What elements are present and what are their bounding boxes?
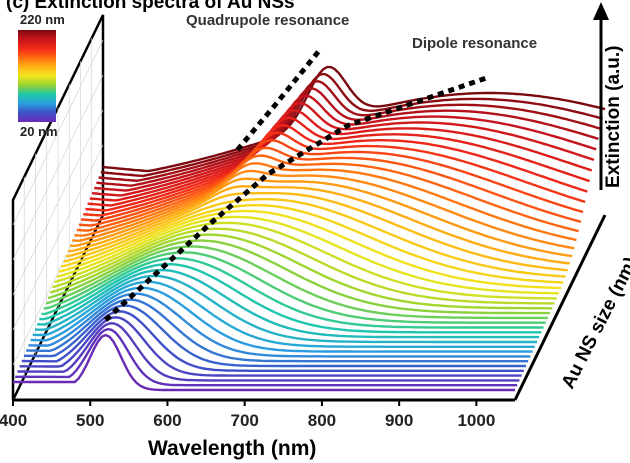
- spectrum-line: [91, 101, 595, 197]
- grid-line: [12, 179, 104, 366]
- spectrum-line: [28, 292, 531, 358]
- spectrum-line: [72, 169, 575, 250]
- axes-walls: [11, 14, 607, 402]
- spectrum-line: [34, 274, 537, 344]
- spectrum-line: [85, 123, 588, 212]
- spectra-curves: [13, 65, 606, 392]
- spectrum-line: [100, 72, 604, 178]
- spectrum-line: [39, 263, 542, 334]
- spectrum-line: [94, 94, 597, 192]
- spectrum-line: [26, 298, 529, 363]
- spectrum-line: [43, 251, 546, 324]
- spectrum-line: [47, 239, 551, 315]
- colorbar-gradient: [18, 30, 56, 122]
- spectrum-line: [52, 227, 555, 305]
- spectrum-line: [41, 257, 544, 329]
- spectrum-line: [37, 268, 540, 339]
- x-tick-label: 600: [153, 411, 181, 430]
- dipole-label: Dipole resonance: [412, 35, 537, 52]
- x-tick-label: 800: [308, 411, 336, 430]
- spectrum-line: [24, 304, 526, 368]
- spectrum-line: [96, 87, 599, 187]
- x-tick-label: 500: [76, 411, 104, 430]
- spectrum-line: [32, 280, 535, 348]
- x-tick-label: 700: [231, 411, 259, 430]
- spectrum-line: [70, 177, 573, 258]
- colorbar-max-label: 220 nm: [20, 12, 65, 27]
- spectrum-line: [65, 192, 568, 272]
- spectrum-line: [80, 139, 584, 222]
- x-tick-label: 900: [385, 411, 413, 430]
- x-tick-labels: 400 500 600 700 800 900 1000: [0, 400, 495, 430]
- spectrum-line: [58, 209, 562, 290]
- spectrum-line: [102, 65, 606, 173]
- y-axis-label: Extinction (a.u.): [603, 46, 624, 189]
- spectrum-line: [89, 109, 593, 202]
- x-tick-label: 1000: [457, 411, 495, 430]
- spectrum-line: [56, 215, 559, 295]
- colorbar: [18, 30, 56, 122]
- grid-line: [12, 144, 104, 331]
- quadrupole-label: Quadrupole resonance: [186, 12, 349, 29]
- dipole-peak-path: [104, 74, 491, 322]
- spectrum-line: [19, 316, 522, 377]
- colorbar-min-label: 20 nm: [20, 124, 58, 139]
- x-tick-label: 400: [0, 411, 27, 430]
- spectrum-line: [98, 80, 601, 183]
- quadrupole-peak-path: [235, 47, 323, 152]
- z-axis-label: Au NS size (nm): [558, 254, 630, 392]
- spectrum-line: [87, 116, 590, 207]
- spectrum-line: [76, 154, 579, 233]
- chart-title: (c) Extinction spectra of Au NSs: [6, 0, 295, 13]
- resonance-dashed-paths: [104, 47, 491, 322]
- spectrum-line: [13, 333, 515, 392]
- spectrum-line: [30, 286, 533, 353]
- spectrum-line: [67, 185, 571, 265]
- grid-line: [12, 74, 104, 261]
- spectrum-line: [49, 233, 553, 310]
- spectrum-line: [63, 198, 566, 278]
- grid-line: [12, 39, 104, 226]
- grid-line: [12, 109, 104, 296]
- spectrum-line: [78, 146, 582, 227]
- spectrum-line: [61, 204, 564, 284]
- spectrum-line: [15, 327, 518, 387]
- x-axis-label: Wavelength (nm): [148, 437, 316, 460]
- spectrum-line: [45, 245, 548, 320]
- spectrum-line: [17, 322, 520, 382]
- spectrum-line: [74, 162, 577, 242]
- z-axis-line: [513, 214, 607, 401]
- spectrum-line: [54, 221, 557, 300]
- spectrum-line: [83, 131, 586, 217]
- y-axis-arrow: [593, 2, 609, 190]
